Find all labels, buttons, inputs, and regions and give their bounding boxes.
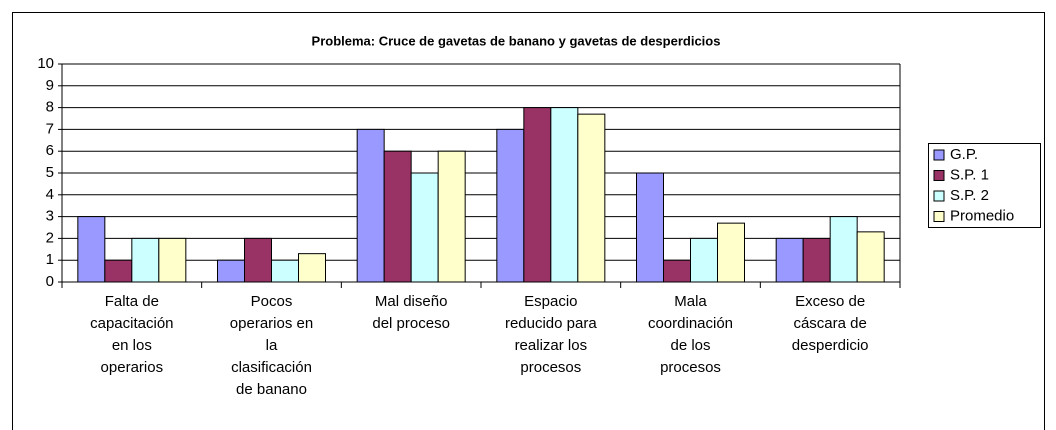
- bar: [383, 150, 412, 283]
- legend-label: Promedio: [950, 207, 1014, 224]
- y-tick-label: 9: [46, 77, 54, 94]
- x-tick-label: Mala coordinación de los procesos: [647, 293, 734, 376]
- chart-title: Problema: Cruce de gavetas de banano y g…: [312, 33, 721, 48]
- bar: [271, 259, 299, 283]
- y-tick-label: 0: [46, 273, 54, 290]
- y-tick-label: 8: [46, 99, 54, 116]
- x-tick-label: Pocos operarios en la clasificación de b…: [229, 293, 314, 398]
- legend-box: [928, 143, 1041, 228]
- x-tick-label: Mal diseño del proceso: [372, 293, 450, 332]
- bar: [437, 150, 466, 283]
- y-tick-label: 10: [37, 55, 54, 72]
- bar: [410, 172, 439, 283]
- legend-label: S.P. 1: [950, 166, 989, 183]
- bar: [244, 237, 272, 283]
- legend-label: S.P. 2: [950, 187, 989, 204]
- y-tick-label: 4: [46, 186, 54, 203]
- y-tick-label: 3: [46, 208, 54, 225]
- legend-swatch: [933, 149, 945, 161]
- legend-swatch: [933, 190, 945, 202]
- y-tick-label: 2: [46, 229, 54, 246]
- legend-swatch: [933, 211, 945, 222]
- y-tick-label: 5: [46, 164, 54, 181]
- bar: [717, 222, 745, 283]
- bar: [636, 172, 664, 283]
- bar: [77, 216, 106, 283]
- bar: [663, 259, 691, 283]
- bar: [829, 216, 858, 283]
- x-tick-label: Exceso de cáscara de desperdicio: [791, 293, 869, 354]
- y-tick-label: 6: [46, 142, 54, 159]
- y-tick-label: 1: [46, 251, 54, 268]
- x-tick-label: Falta de capacitación en los operarios: [90, 293, 174, 376]
- bar: [690, 237, 718, 283]
- legend-label: G.P.: [950, 146, 978, 163]
- bar: [496, 128, 525, 283]
- y-tick-label: 7: [46, 120, 54, 137]
- bar: [131, 237, 160, 283]
- x-tick-label: Espacio reducido para realizar los proce…: [504, 293, 597, 376]
- bar: [217, 259, 245, 283]
- bar: [158, 237, 187, 283]
- legend-swatch: [933, 170, 945, 181]
- bar: [104, 259, 133, 283]
- bar: [523, 107, 552, 283]
- bar: [356, 128, 385, 283]
- bar: [775, 237, 804, 283]
- bar: [550, 107, 579, 283]
- bar: [802, 237, 831, 283]
- bar: [298, 253, 326, 283]
- bar: [856, 231, 885, 283]
- bar: [577, 113, 606, 283]
